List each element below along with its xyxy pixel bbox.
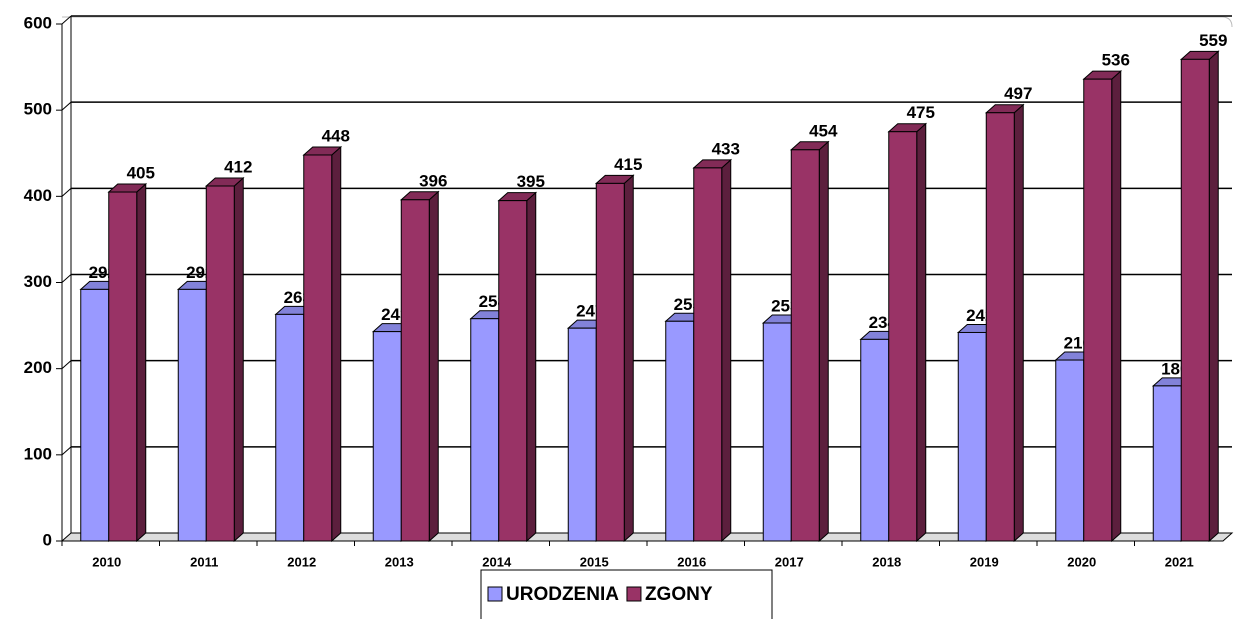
legend-label: URODZENIA (506, 584, 619, 605)
grid-line (61, 446, 72, 456)
bar-front (888, 131, 918, 542)
bar-front (1083, 78, 1113, 542)
bar-front (860, 338, 890, 542)
bar-front (400, 199, 430, 542)
bar-side (1111, 70, 1122, 543)
plot-frame (62, 16, 1233, 28)
y-tick-label: 0 (43, 530, 52, 549)
bar-front (957, 331, 987, 542)
bar-side (1013, 103, 1024, 543)
bar (302, 145, 343, 543)
bar (107, 182, 148, 543)
grid-line (61, 15, 72, 25)
bar-side (136, 182, 147, 543)
bar-front (567, 327, 597, 542)
legend-swatch (626, 586, 642, 602)
y-tick-label: 600 (24, 13, 52, 32)
legend-swatch (487, 586, 503, 602)
bar (1082, 70, 1123, 543)
data-label: 415 (614, 155, 642, 174)
bar-front (108, 191, 138, 542)
data-label: 433 (712, 139, 740, 158)
bar-front (693, 167, 723, 542)
bar (204, 176, 245, 543)
x-tick-label: 2020 (1067, 554, 1096, 569)
data-label: 497 (1004, 84, 1032, 103)
bar-front (498, 200, 528, 542)
x-tick-label: 2011 (190, 554, 218, 569)
bar-side (623, 174, 634, 543)
grid-line (61, 360, 72, 370)
y-tick-label: 500 (24, 100, 52, 119)
bar-front (470, 318, 500, 542)
legend-label: ZGONY (645, 584, 713, 605)
data-label: 559 (1199, 31, 1227, 50)
bar-side (233, 176, 244, 543)
data-label: 454 (809, 121, 838, 140)
x-tick-label: 2016 (677, 554, 706, 569)
bar-front (790, 149, 820, 542)
bar (692, 158, 733, 543)
bar-front (177, 288, 207, 542)
data-label: 475 (907, 103, 935, 122)
y-tick-label: 100 (24, 444, 52, 463)
x-tick-label: 2013 (385, 554, 414, 569)
y-tick-label: 200 (24, 358, 52, 377)
data-label: 412 (224, 157, 252, 176)
grid-line (61, 101, 72, 111)
data-label: 396 (419, 171, 447, 190)
grid-line (61, 187, 72, 197)
bar (984, 103, 1025, 543)
grid-line (61, 274, 72, 283)
x-tick-label: 2017 (775, 554, 804, 569)
bar-front (275, 313, 305, 542)
x-tick-label: 2012 (287, 554, 316, 569)
bar-side (331, 145, 342, 543)
bar (594, 174, 635, 543)
bar-front (1055, 359, 1085, 542)
bar-side (428, 190, 439, 543)
bar-side (526, 191, 537, 543)
x-tick-label: 2019 (970, 554, 999, 569)
bar-front (595, 182, 625, 542)
data-label: 395 (517, 172, 545, 191)
bar-side (721, 158, 732, 543)
bar-side (1208, 50, 1219, 543)
y-tick-label: 300 (24, 272, 52, 291)
bar-front (1180, 58, 1210, 542)
data-label: 536 (1102, 51, 1130, 70)
bar (887, 122, 928, 543)
x-tick-label: 2018 (872, 554, 901, 569)
y-tick-label: 400 (24, 186, 52, 205)
bar-front (985, 112, 1015, 542)
data-label: 448 (322, 126, 350, 145)
data-label: 405 (127, 164, 155, 183)
bar-front (372, 331, 402, 542)
bar (497, 191, 538, 543)
x-tick-label: 2014 (482, 554, 512, 569)
bar (1179, 50, 1220, 543)
x-tick-label: 2010 (92, 554, 121, 569)
bar-front (665, 320, 695, 542)
bar-front (1152, 385, 1182, 542)
bar (789, 140, 830, 543)
x-tick-label: 2015 (580, 554, 609, 569)
bar-side (818, 140, 829, 543)
bar-front (205, 185, 235, 542)
bar-front (80, 288, 110, 542)
bar-side (916, 122, 927, 543)
bar-front (762, 322, 792, 542)
bar (399, 190, 440, 543)
bar-front (303, 154, 333, 542)
x-tick-label: 2021 (1165, 554, 1194, 569)
